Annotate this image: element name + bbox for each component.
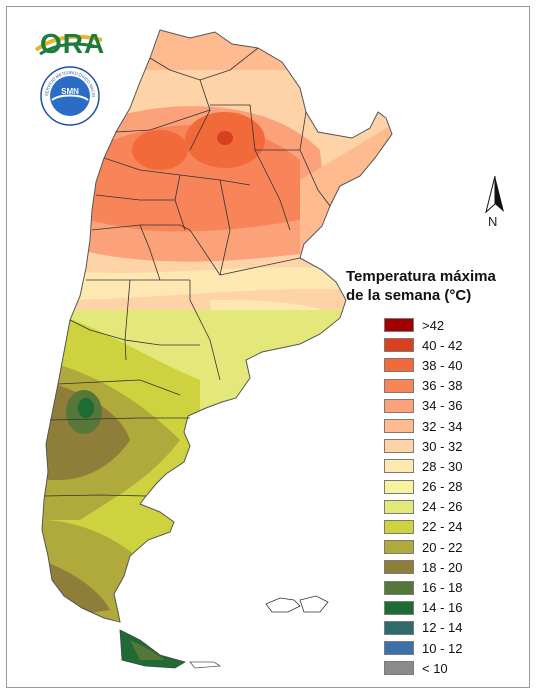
legend-label: 14 - 16 bbox=[422, 600, 463, 616]
legend-label: < 10 bbox=[422, 660, 448, 676]
legend-item: 30 - 32 bbox=[384, 436, 526, 456]
legend-label: 10 - 12 bbox=[422, 640, 463, 656]
legend-swatch bbox=[384, 499, 414, 514]
legend-swatch bbox=[384, 560, 414, 575]
legend-swatch bbox=[384, 600, 414, 615]
legend-swatch bbox=[384, 378, 414, 393]
legend-item: < 10 bbox=[384, 658, 526, 678]
legend-item: 18 - 20 bbox=[384, 557, 526, 577]
legend-item: 38 - 40 bbox=[384, 355, 526, 375]
legend-swatch bbox=[384, 459, 414, 474]
legend-item: 10 - 12 bbox=[384, 638, 526, 658]
legend-label: 28 - 30 bbox=[422, 458, 463, 474]
legend: Temperatura máxima de la semana (°C) >42… bbox=[346, 267, 526, 678]
legend-title-line2: de la semana (°C) bbox=[346, 287, 472, 304]
legend-item: 24 - 26 bbox=[384, 497, 526, 517]
legend-list: >42 40 - 42 38 - 40 36 - 38 34 - 36 32 - 34 30… bbox=[346, 315, 526, 678]
province-boundaries bbox=[43, 47, 331, 497]
malvinas-islands bbox=[265, 595, 329, 613]
tierra-del-fuego bbox=[119, 629, 222, 669]
legend-label: 34 - 36 bbox=[422, 398, 463, 414]
legend-item: 28 - 30 bbox=[384, 456, 526, 476]
legend-label: 36 - 38 bbox=[422, 378, 463, 394]
legend-swatch bbox=[384, 620, 414, 635]
legend-item: 26 - 28 bbox=[384, 477, 526, 497]
legend-item: 22 - 24 bbox=[384, 517, 526, 537]
legend-swatch bbox=[384, 358, 414, 373]
legend-label: 22 - 24 bbox=[422, 519, 463, 535]
smn-seal-icon: SMN SERVICIO METEOROLÓGICO NACIONAL · AR… bbox=[40, 66, 100, 126]
legend-label: 32 - 34 bbox=[422, 418, 463, 434]
legend-swatch bbox=[384, 439, 414, 454]
legend-item: 36 - 38 bbox=[384, 376, 526, 396]
legend-swatch bbox=[384, 419, 414, 434]
legend-swatch bbox=[384, 519, 414, 534]
legend-label: 30 - 32 bbox=[422, 438, 463, 454]
legend-label: 20 - 22 bbox=[422, 539, 463, 555]
legend-item: 20 - 22 bbox=[384, 537, 526, 557]
legend-label: 26 - 28 bbox=[422, 479, 463, 495]
ora-logo-swoosh-icon bbox=[34, 34, 103, 56]
legend-item: 14 - 16 bbox=[384, 598, 526, 618]
legend-swatch bbox=[384, 318, 414, 333]
north-arrow-icon bbox=[485, 175, 504, 214]
legend-item: 16 - 18 bbox=[384, 577, 526, 597]
legend-swatch bbox=[384, 580, 414, 595]
legend-swatch bbox=[384, 641, 414, 656]
legend-label: >42 bbox=[422, 317, 445, 333]
ora-logo: ORA bbox=[40, 28, 106, 59]
legend-label: 38 - 40 bbox=[422, 357, 463, 373]
seal-center-text: SMN bbox=[61, 87, 79, 96]
legend-label: 40 - 42 bbox=[422, 337, 463, 353]
map-frame bbox=[6, 6, 530, 688]
legend-label: 16 - 18 bbox=[422, 580, 463, 596]
north-label: N bbox=[488, 214, 498, 229]
legend-swatch bbox=[384, 540, 414, 555]
legend-item: 40 - 42 bbox=[384, 335, 526, 355]
legend-item: 34 - 36 bbox=[384, 396, 526, 416]
legend-swatch bbox=[384, 338, 414, 353]
legend-label: 12 - 14 bbox=[422, 620, 463, 636]
legend-title-line1: Temperatura máxima bbox=[346, 268, 496, 285]
legend-swatch bbox=[384, 479, 414, 494]
legend-item: 12 - 14 bbox=[384, 618, 526, 638]
legend-swatch bbox=[384, 398, 414, 413]
legend-item: >42 bbox=[384, 315, 526, 335]
legend-label: 18 - 20 bbox=[422, 559, 463, 575]
legend-swatch bbox=[384, 661, 414, 676]
legend-label: 24 - 26 bbox=[422, 499, 463, 515]
legend-item: 32 - 34 bbox=[384, 416, 526, 436]
